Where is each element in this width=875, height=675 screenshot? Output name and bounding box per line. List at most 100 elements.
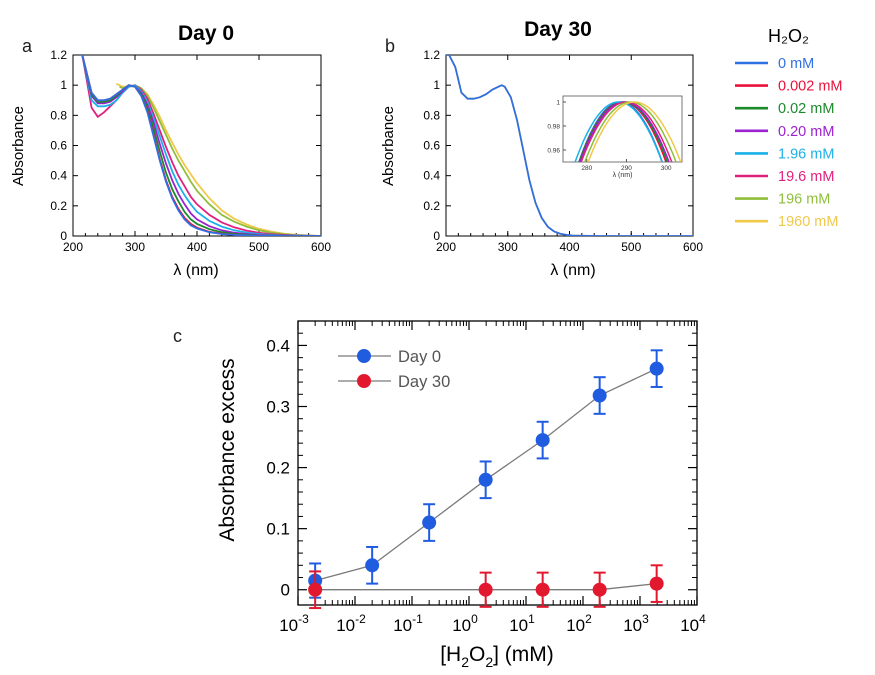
chart-c-xtick-label: 104 [680,612,706,635]
chart-a-xlabel: λ (nm) [173,262,218,279]
chart-c-legend: Day 0 Day 30 [338,348,450,391]
chart-c-data-point [422,515,437,530]
chart-c-frame [297,320,698,606]
chart-a-xtick-label: 300 [125,240,145,254]
chart-a-series-line [119,84,321,236]
chart-a-ylabel: Absorbance [10,106,27,186]
chart-a-ytick-label: 0.8 [50,108,67,122]
chart-b-xlabel: λ (nm) [550,262,595,279]
chart-a-xtick-label: 600 [311,240,331,254]
chart-b-xtick-label: 200 [436,240,456,254]
chart-b-series-line [446,55,693,236]
chart-b-ytick-label: 0.2 [423,199,440,213]
chart-c-xlabel-sub1: 2 [461,654,469,670]
panel-label-b: b [385,36,395,56]
chart-c-xlabel-part3: ] (mM) [493,643,554,666]
chart-c-data-point [592,582,607,597]
chart-a-ytick-label: 1 [60,78,67,92]
chart-a-xtick-label: 400 [187,240,207,254]
chart-c-legend-marker [357,374,371,388]
concentration-legend: H₂O₂ 0 mM 0.002 mM 0.02 mM 0.20 mM 1.96 mM 19… [735,26,842,230]
chart-c-legend-label: Day 0 [398,348,441,366]
chart-c-data-point [365,558,380,573]
chart-c-ytick-label: 0.1 [266,520,290,539]
chart-b-ytick-label: 0 [433,229,440,243]
chart-c-xlabel-part1: [H [440,643,461,666]
chart-c-xtick-label: 100 [452,612,478,635]
chart-c-data-point [478,472,493,487]
chart-c-ytick-label: 0.4 [266,336,290,355]
chart-a-xtick-label: 500 [249,240,269,254]
chart-b-ytick-label: 0.6 [423,139,440,153]
chart-b-ytick-label: 0.4 [423,169,440,183]
inset-xtick-label: 300 [661,165,672,172]
chart-a-ytick-label: 0.2 [50,199,67,213]
chart-c-xtick-label: 103 [623,612,649,635]
chart-c-data-point [478,582,493,597]
chart-c-xlabel-part2: O [469,643,485,666]
inset-series-line [580,101,673,162]
inset-frame [562,95,683,163]
chart-a-ytick-label: 0.6 [50,139,67,153]
chart-c-data-point [649,361,664,376]
chart-c-ytick-label: 0 [281,581,290,600]
chart-b-xtick-label: 500 [621,240,641,254]
chart-a-ytick-label: 0 [60,229,67,243]
inset-series-line [587,101,682,162]
chart-a-title: Day 0 [178,22,234,45]
chart-panel-a: Day 0 Absorbance λ (nm) 200 300 400 500 600 0… [10,22,331,279]
chart-b-ytick-label: 0.8 [423,108,440,122]
panel-label-c: c [173,326,182,346]
chart-c-ylabel: Absorbance excess [216,358,239,541]
chart-b-xtick-label: 400 [559,240,579,254]
inset-ytick-label: 1 [556,100,560,107]
inset-xtick-label: 280 [581,165,592,172]
chart-c-data-point [535,582,550,597]
chart-c-ytick-label: 0.2 [266,459,290,478]
chart-c-data-point [535,433,550,448]
legend-label: 0 mM [778,56,814,72]
legend-label: 0.02 mM [778,101,834,117]
legend-label: 196 mM [778,192,830,208]
chart-c-xtick-label: 10-2 [336,612,366,635]
inset-xlabel: λ (nm) [613,172,633,179]
chart-b-ylabel: Absorbance [380,106,397,186]
chart-c-data-point [649,576,664,591]
inset-ytick-label: 0.98 [547,124,560,131]
chart-a-series-line [81,55,321,236]
chart-panel-b: Day 30 Absorbance λ (nm) 200 300 400 500 600… [380,18,703,279]
legend-label: 19.6 mM [778,169,834,185]
legend-label: 1960 mM [778,214,838,230]
chart-c-xtick-label: 102 [566,612,592,635]
chart-c-xlabel: [H2O2] (mM) [440,643,554,670]
chart-c-xtick-label: 10-3 [279,612,309,635]
chart-b-xtick-label: 600 [683,240,703,254]
chart-c-data-point [592,388,607,403]
chart-a-series-line [81,55,321,236]
chart-a-series-line [81,55,321,236]
chart-panel-c: Absorbance excess [H2O2] (mM) 10-3 10-2 10… [216,320,706,670]
inset-ytick-label: 0.96 [547,148,560,155]
chart-b-title: Day 30 [524,18,592,41]
legend-title: H₂O₂ [768,26,809,46]
chart-c-legend-marker [357,349,371,363]
panel-label-a: a [22,36,33,56]
chart-a-ytick-label: 0.4 [50,169,67,183]
legend-label: 0.20 mM [778,124,834,140]
chart-c-xlabel-sub2: 2 [485,654,493,670]
chart-b-ytick-label: 1.2 [423,48,440,62]
chart-b-ytick-label: 1 [433,78,440,92]
inset-xtick-label: 290 [621,165,632,172]
chart-a-xtick-label: 200 [63,240,83,254]
inset-series-line [583,101,677,162]
chart-c-xtick-label: 101 [509,612,535,635]
chart-c-xtick-label: 10-1 [393,612,423,635]
chart-a-frame [72,54,322,237]
chart-b-inset: 280 290 300 0.96 0.98 1 λ (nm) [547,92,686,179]
chart-a-ytick-label: 1.2 [50,48,67,62]
legend-label: 0.002 mM [778,79,842,95]
chart-c-ytick-label: 0.3 [266,398,290,417]
chart-c-legend-label: Day 30 [398,373,450,391]
legend-label: 1.96 mM [778,146,834,162]
